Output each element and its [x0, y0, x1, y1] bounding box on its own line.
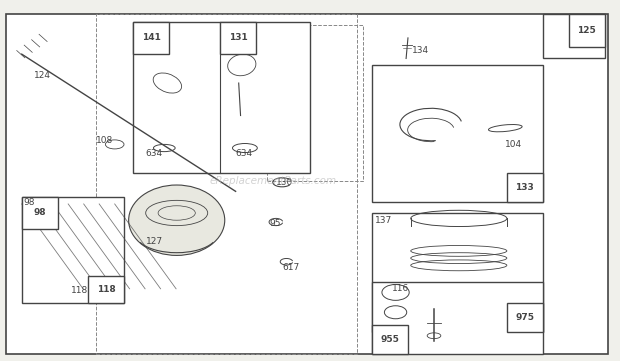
- Text: 137: 137: [375, 216, 392, 225]
- Text: 141: 141: [142, 34, 161, 42]
- Bar: [507, 173, 542, 202]
- Text: 634: 634: [146, 149, 163, 158]
- Bar: [88, 276, 124, 303]
- Text: 98: 98: [23, 198, 35, 206]
- Bar: [267, 25, 363, 180]
- Bar: [372, 213, 542, 332]
- Bar: [372, 282, 542, 354]
- FancyArrowPatch shape: [160, 67, 187, 99]
- Bar: [220, 22, 256, 54]
- Text: 975: 975: [515, 313, 534, 322]
- Ellipse shape: [128, 185, 224, 256]
- Text: 95: 95: [270, 219, 281, 228]
- Bar: [507, 303, 542, 332]
- Text: 955: 955: [381, 335, 399, 344]
- Text: 634: 634: [236, 149, 253, 158]
- Bar: [133, 22, 310, 173]
- Text: 125: 125: [577, 26, 596, 35]
- Text: 134: 134: [412, 46, 430, 55]
- Bar: [133, 22, 169, 54]
- Text: 124: 124: [34, 71, 51, 80]
- Text: 133: 133: [515, 183, 534, 192]
- Text: 98: 98: [33, 209, 46, 217]
- Text: 116: 116: [392, 284, 409, 293]
- Bar: [22, 197, 124, 303]
- Bar: [372, 325, 408, 354]
- Text: 118: 118: [97, 285, 115, 294]
- Text: 104: 104: [505, 140, 523, 149]
- Text: eReplacementParts.com: eReplacementParts.com: [209, 175, 337, 186]
- Text: 130: 130: [276, 178, 293, 187]
- Bar: [22, 197, 58, 229]
- Bar: [542, 14, 604, 58]
- Text: 617: 617: [282, 263, 299, 271]
- Bar: [372, 65, 542, 202]
- Bar: [96, 14, 356, 354]
- Text: 131: 131: [229, 34, 247, 42]
- Text: 127: 127: [146, 238, 163, 246]
- Bar: [569, 14, 604, 47]
- Text: 118: 118: [71, 286, 89, 295]
- Text: 108: 108: [96, 136, 113, 145]
